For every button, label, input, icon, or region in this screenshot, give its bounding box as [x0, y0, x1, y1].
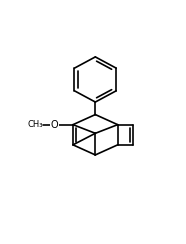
Text: CH₃: CH₃	[28, 120, 43, 129]
Text: O: O	[50, 120, 58, 130]
